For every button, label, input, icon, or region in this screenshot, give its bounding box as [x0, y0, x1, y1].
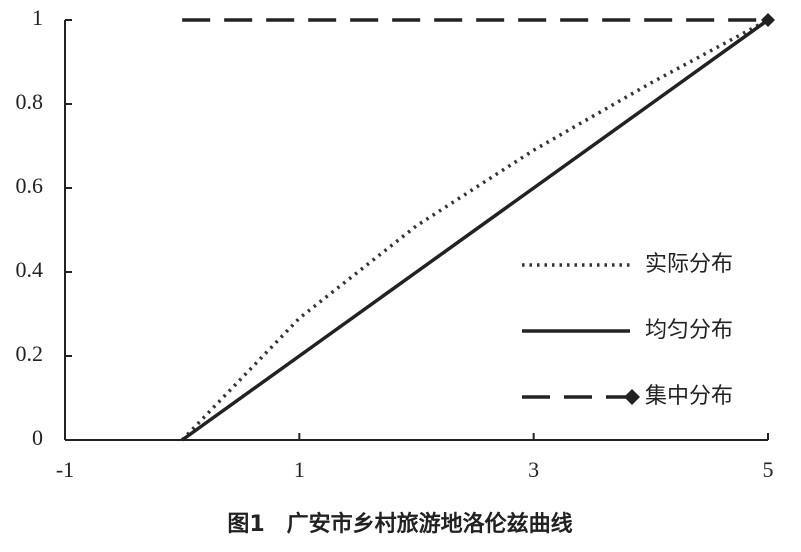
x-tick-label: 5	[763, 457, 774, 482]
series-marker	[761, 13, 775, 27]
x-tick-label: 1	[294, 457, 305, 482]
legend-label: 集中分布	[645, 384, 733, 409]
series-line	[181, 18, 770, 442]
x-tick-label: -1	[56, 457, 74, 482]
y-tick-label: 1	[32, 5, 43, 30]
y-tick-label: 0	[32, 425, 43, 450]
y-tick-label: 0.6	[16, 173, 44, 198]
chart-caption: 图1 广安市乡村旅游地洛伦兹曲线	[227, 511, 572, 537]
x-tick-label: 3	[528, 457, 539, 482]
y-tick-label: 0.4	[16, 257, 44, 282]
legend-label: 均匀分布	[645, 318, 733, 343]
y-tick-label: 0.2	[16, 341, 44, 366]
y-tick-label: 0.8	[16, 89, 44, 114]
legend-marker	[624, 389, 640, 405]
legend-label: 实际分布	[645, 252, 733, 277]
